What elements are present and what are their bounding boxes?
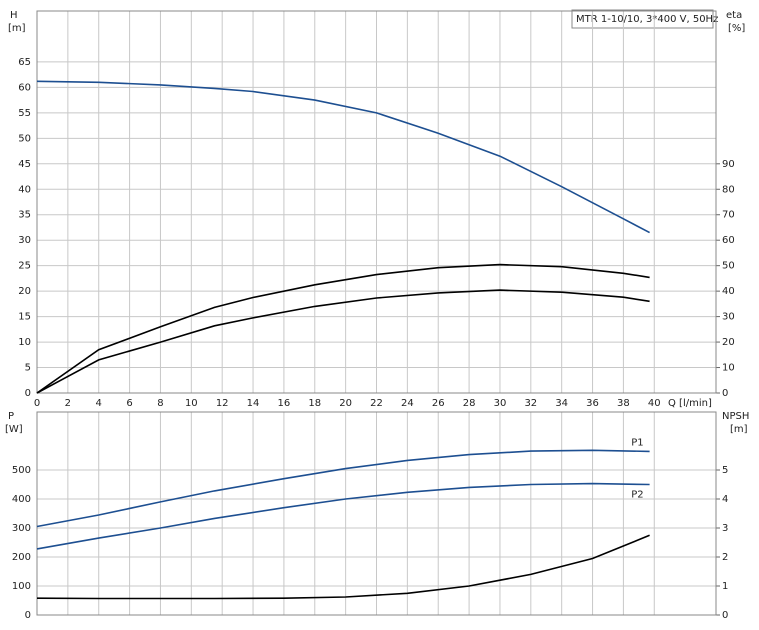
y-tick-label: 45 — [18, 159, 31, 170]
y-tick-label: 5 — [25, 363, 31, 374]
y-tick-label: 400 — [12, 494, 31, 505]
x-tick-label: 22 — [370, 398, 383, 409]
y-tick-label: 40 — [18, 184, 31, 195]
y-unit: [W] — [5, 424, 23, 435]
series-line — [36, 263, 650, 394]
x-tick-label: 40 — [648, 398, 661, 409]
y2-tick-label: 60 — [722, 235, 735, 246]
y-tick-label: 65 — [18, 57, 31, 68]
series-line — [36, 289, 650, 394]
series-line — [36, 482, 650, 550]
legend-text: MTR 1-10/10, 3*400 V, 50Hz — [576, 14, 718, 25]
x-tick-label: 30 — [494, 398, 507, 409]
x-tick-label: 10 — [185, 398, 198, 409]
y-label: H — [10, 10, 18, 21]
y-tick-label: 300 — [12, 523, 31, 534]
series-line — [36, 534, 650, 600]
y2-tick-label: 80 — [722, 184, 735, 195]
legend-box — [571, 9, 714, 29]
y2-tick-label: 5 — [722, 465, 728, 476]
x-label: Q [l/min] — [668, 398, 712, 409]
y-tick-label: 25 — [18, 261, 31, 272]
y2-unit: [%] — [728, 23, 745, 34]
y-tick-label: 500 — [12, 465, 31, 476]
y-tick-label: 55 — [18, 108, 31, 119]
x-tick-label: 20 — [339, 398, 352, 409]
y-tick-label: 30 — [18, 235, 31, 246]
y-tick-label: 200 — [12, 552, 31, 563]
series-label: P1 — [631, 437, 643, 448]
x-tick-label: 4 — [96, 398, 102, 409]
y-tick-label: 50 — [18, 133, 31, 144]
y2-tick-label: 30 — [722, 312, 735, 323]
plot-frame — [36, 411, 717, 616]
y2-tick-label: 50 — [722, 261, 735, 272]
y2-tick-label: 1 — [722, 581, 728, 592]
y2-tick-label: 0 — [722, 388, 728, 399]
y-tick-label: 10 — [18, 337, 31, 348]
y-unit: [m] — [8, 23, 26, 34]
y2-unit: [m] — [730, 424, 748, 435]
y2-tick-label: 0 — [722, 610, 728, 621]
x-tick-label: 24 — [401, 398, 414, 409]
y-label: P — [8, 411, 14, 422]
series-line — [36, 80, 650, 234]
x-tick-label: 0 — [34, 398, 40, 409]
x-tick-label: 32 — [524, 398, 537, 409]
y2-tick-label: 40 — [722, 286, 735, 297]
x-tick-label: 34 — [555, 398, 568, 409]
x-tick-label: 8 — [157, 398, 163, 409]
y2-tick-label: 20 — [722, 337, 735, 348]
y-tick-label: 0 — [25, 610, 31, 621]
y-tick-label: 60 — [18, 82, 31, 93]
series-label: P2 — [631, 490, 643, 501]
y2-tick-label: 70 — [722, 210, 735, 221]
y2-tick-label: 4 — [722, 494, 728, 505]
y-tick-label: 0 — [25, 388, 31, 399]
y2-label: eta — [726, 10, 742, 21]
x-tick-label: 16 — [278, 398, 291, 409]
x-tick-label: 38 — [617, 398, 630, 409]
x-tick-label: 6 — [126, 398, 132, 409]
y2-label: NPSH — [722, 411, 749, 422]
series-line — [36, 449, 650, 528]
y2-tick-label: 10 — [722, 363, 735, 374]
y-tick-label: 35 — [18, 210, 31, 221]
x-tick-label: 14 — [247, 398, 260, 409]
x-tick-label: 12 — [216, 398, 229, 409]
x-tick-label: 36 — [586, 398, 599, 409]
y2-tick-label: 90 — [722, 159, 735, 170]
y2-tick-label: 2 — [722, 552, 728, 563]
x-tick-label: 28 — [463, 398, 476, 409]
y-tick-label: 100 — [12, 581, 31, 592]
y2-tick-label: 3 — [722, 523, 728, 534]
x-tick-label: 18 — [308, 398, 321, 409]
plot-frame — [36, 10, 717, 394]
x-tick-label: 2 — [65, 398, 71, 409]
y-tick-label: 20 — [18, 286, 31, 297]
x-tick-label: 26 — [432, 398, 445, 409]
y-tick-label: 15 — [18, 312, 31, 323]
